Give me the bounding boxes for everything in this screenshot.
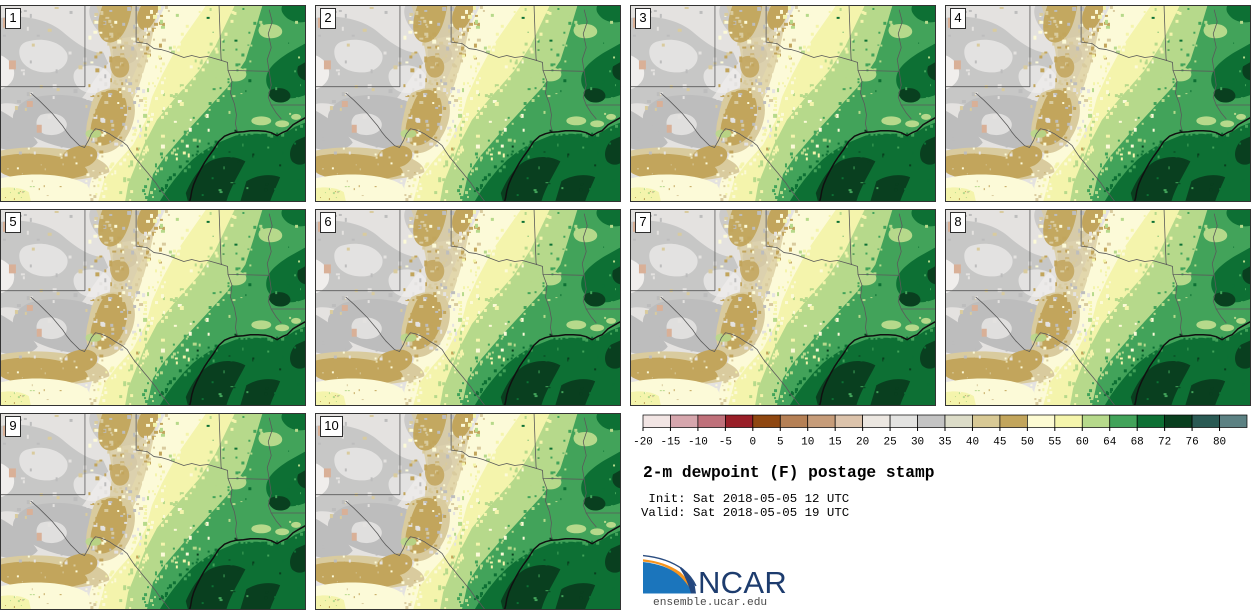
svg-text:35: 35 — [938, 437, 951, 449]
svg-text:10: 10 — [801, 437, 814, 449]
svg-text:50: 50 — [1021, 437, 1034, 449]
svg-text:55: 55 — [1048, 437, 1061, 449]
svg-text:40: 40 — [966, 437, 979, 449]
svg-text:25: 25 — [883, 437, 896, 449]
svg-text:0: 0 — [750, 437, 757, 449]
svg-text:-20: -20 — [633, 437, 653, 449]
svg-text:80: 80 — [1213, 437, 1226, 449]
svg-text:76: 76 — [1185, 437, 1198, 449]
svg-text:68: 68 — [1131, 437, 1144, 449]
svg-text:-5: -5 — [719, 437, 732, 449]
svg-text:72: 72 — [1158, 437, 1171, 449]
svg-text:45: 45 — [993, 437, 1006, 449]
svg-text:5: 5 — [777, 437, 784, 449]
svg-text:30: 30 — [911, 437, 924, 449]
svg-text:-10: -10 — [688, 437, 708, 449]
svg-text:15: 15 — [829, 437, 842, 449]
svg-text:60: 60 — [1076, 437, 1089, 449]
svg-text:64: 64 — [1103, 437, 1117, 449]
svg-text:20: 20 — [856, 437, 869, 449]
svg-text:-15: -15 — [661, 437, 681, 449]
